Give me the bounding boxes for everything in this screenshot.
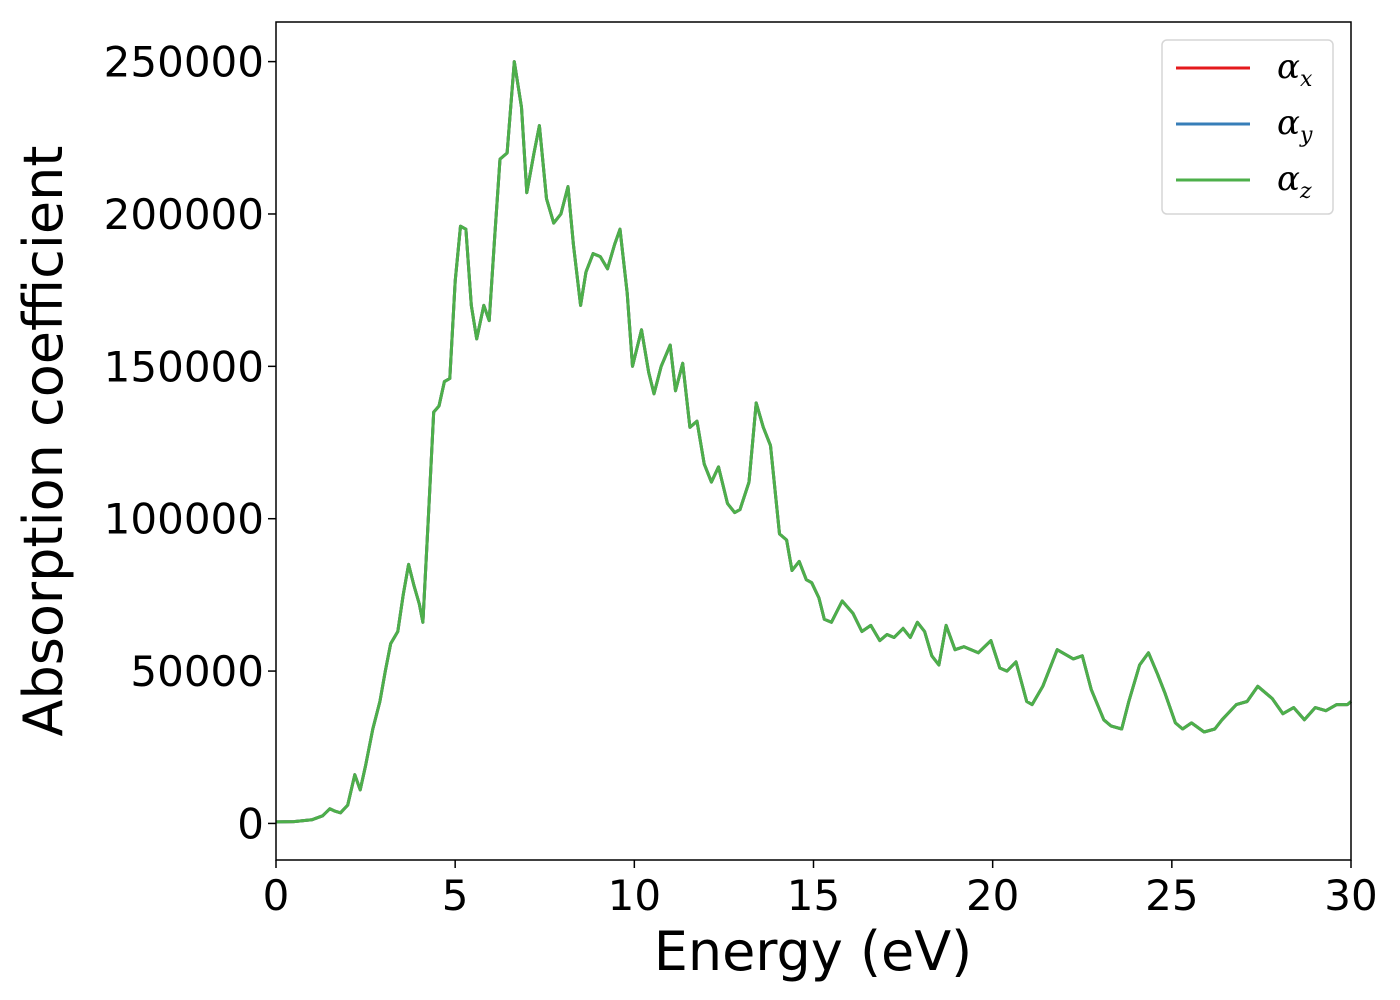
x-tick-label: 25 <box>1145 871 1198 920</box>
x-axis-title: Energy (eV) <box>654 920 973 983</box>
series-line-alpha-z <box>275 60 1352 824</box>
y-axis: 0 50000 100000 150000 200000 250000 <box>104 38 276 848</box>
legend-symbol: α <box>1277 103 1300 143</box>
legend-box <box>1161 39 1334 215</box>
legend-label-alpha-x: αx <box>1277 47 1313 92</box>
series-layer <box>275 60 1352 824</box>
legend-label-alpha-z: αz <box>1277 159 1312 204</box>
y-tick-label: 250000 <box>104 38 264 87</box>
x-axis: 0 5 10 15 20 25 30 <box>263 860 1378 920</box>
y-axis-title: Absorption coefficient <box>12 146 75 737</box>
legend-subscript: z <box>1299 179 1312 204</box>
legend-label-alpha-y: αy <box>1277 103 1313 148</box>
y-tick-label: 100000 <box>104 495 264 544</box>
legend-subscript: y <box>1299 123 1313 148</box>
y-tick-label: 150000 <box>104 342 264 391</box>
legend-subscript: x <box>1300 67 1313 92</box>
y-tick-label: 200000 <box>104 190 264 239</box>
x-tick-label: 20 <box>966 871 1019 920</box>
x-tick-label: 15 <box>787 871 840 920</box>
x-tick-label: 5 <box>442 871 469 920</box>
legend-symbol: α <box>1277 159 1300 199</box>
x-tick-label: 10 <box>608 871 661 920</box>
x-tick-label: 30 <box>1324 871 1377 920</box>
legend-symbol: α <box>1277 47 1300 87</box>
y-tick-label: 50000 <box>130 647 264 696</box>
x-tick-label: 0 <box>263 871 290 920</box>
y-tick-label: 0 <box>237 799 264 848</box>
